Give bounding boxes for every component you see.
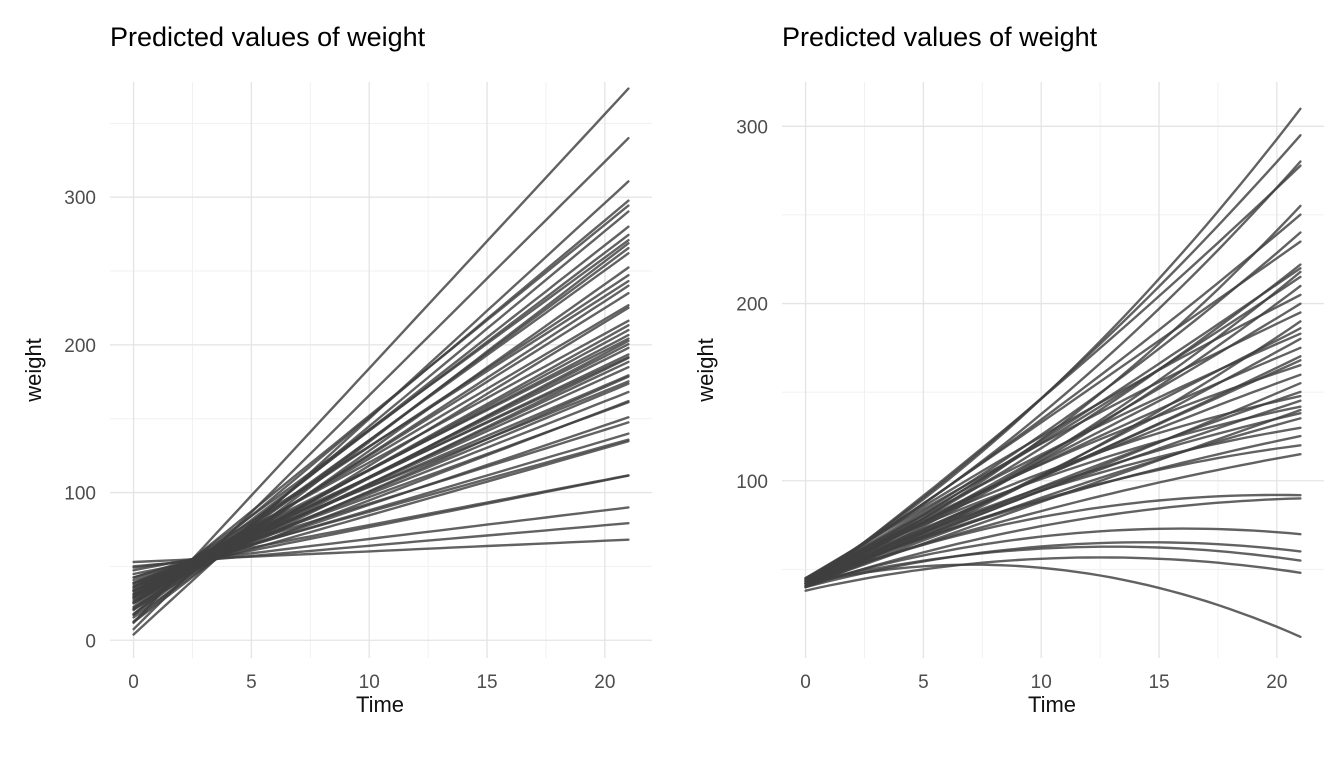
y-tick-label: 300 [64,188,96,209]
y-axis-label: weight [693,338,718,402]
prediction-line [804,405,1302,580]
chart-right-quadratic: 0 5 10 15 20 100 200 300 Predicted values of we… [672,0,1344,768]
x-tick-label: 5 [246,672,257,693]
line-chart-quadratic-predictions: 0 5 10 15 20 100 200 300 [736,82,1324,693]
x-tick-label: 20 [1266,672,1287,693]
prediction-line [132,474,630,572]
x-tick-label: 5 [918,672,929,693]
x-tick-label: 10 [1031,672,1052,693]
prediction-line [132,380,630,585]
prediction-line [804,527,1302,587]
prediction-line [804,231,1302,580]
prediction-line [804,444,1302,587]
prediction-line [804,541,1302,589]
chart-title: Predicted values of weight [110,22,426,52]
chart-left-linear: 0 5 10 15 20 0 100 200 300 Predicted values of w… [21,22,652,717]
prediction-line [132,87,630,624]
prediction-line [804,563,1302,638]
prediction-line [132,238,630,604]
y-tick-label: 100 [64,484,96,505]
prediction-line [804,213,1302,583]
y-axis-label: weight [21,338,46,402]
prediction-line [804,107,1302,582]
prediction-line [804,364,1302,582]
x-axis-label: Time [1027,692,1077,717]
prediction-line [132,538,630,564]
y-tick-label: 300 [736,117,768,138]
prediction-line [804,332,1302,582]
prediction-line [804,556,1302,592]
x-tick-label: 10 [359,672,380,693]
x-axis-label: Time [355,692,405,717]
x-tick-label: 15 [1148,672,1169,693]
prediction-line [132,279,630,598]
prediction-line [132,421,630,579]
y-tick-label: 200 [64,336,96,357]
x-tick-label: 20 [594,672,615,693]
prediction-line [132,204,630,609]
y-tick-label: 100 [736,472,768,493]
y-tick-label: 200 [736,295,768,316]
x-tick-label: 0 [128,672,139,693]
x-tick-label: 15 [476,672,497,693]
prediction-line [804,545,1302,585]
prediction-line [804,497,1302,589]
prediction-line [132,401,630,585]
chart-title: Predicted values of weight [782,22,1098,52]
prediction-line [804,164,1302,589]
prediction-line [804,493,1302,585]
prediction-line [804,426,1302,585]
prediction-line [804,311,1302,580]
y-tick-label: 0 [85,631,96,652]
x-tick-label: 0 [800,672,811,693]
